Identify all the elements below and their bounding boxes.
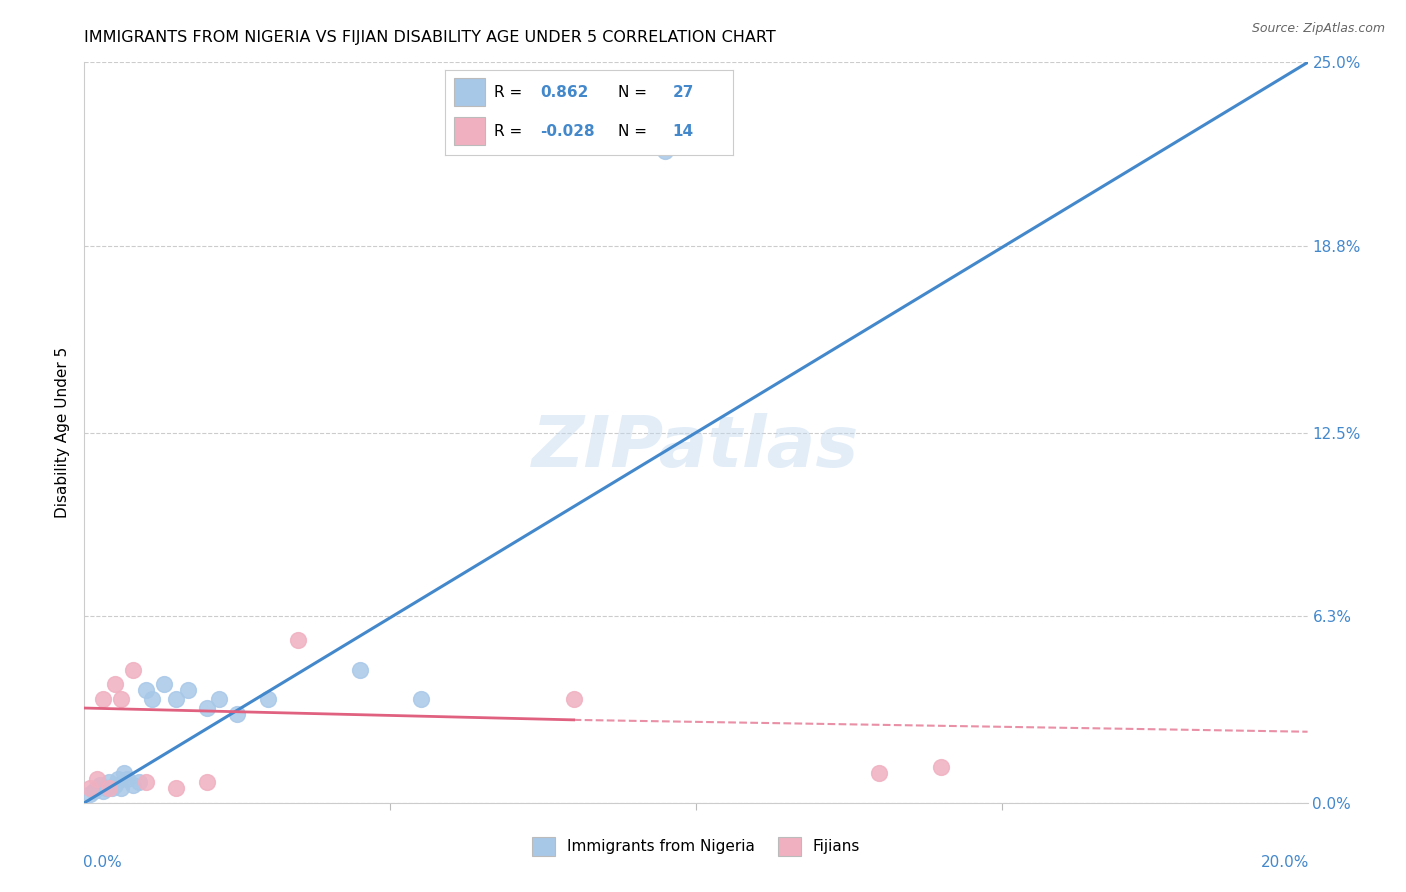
Text: 0.0%: 0.0% — [83, 855, 122, 870]
Point — [177, 683, 200, 698]
Point — [91, 692, 114, 706]
Legend: Immigrants from Nigeria, Fijians: Immigrants from Nigeria, Fijians — [526, 831, 866, 862]
Point — [97, 775, 120, 789]
Point — [195, 701, 218, 715]
Point — [654, 145, 676, 159]
Point — [86, 780, 108, 795]
Point — [89, 778, 111, 792]
Point — [562, 692, 585, 706]
Point — [104, 677, 127, 691]
Point — [94, 780, 117, 795]
Text: 20.0%: 20.0% — [1260, 855, 1309, 870]
Point — [226, 706, 249, 721]
Point — [110, 780, 132, 795]
Text: ZIPatlas: ZIPatlas — [533, 413, 859, 482]
Point — [79, 780, 101, 795]
Point — [165, 692, 187, 706]
Point — [97, 780, 120, 795]
Point — [135, 775, 157, 789]
Point — [349, 663, 371, 677]
Point — [115, 772, 138, 786]
Y-axis label: Disability Age Under 5: Disability Age Under 5 — [55, 347, 70, 518]
Point — [101, 780, 124, 795]
Point — [141, 692, 163, 706]
Point — [869, 766, 891, 780]
Point — [929, 760, 952, 774]
Point — [83, 784, 105, 798]
Point — [122, 663, 145, 677]
Point — [107, 772, 129, 786]
Point — [165, 780, 187, 795]
Point — [122, 778, 145, 792]
Point — [104, 778, 127, 792]
Point — [153, 677, 176, 691]
Text: Source: ZipAtlas.com: Source: ZipAtlas.com — [1251, 22, 1385, 36]
Point — [287, 632, 309, 647]
Point — [128, 775, 150, 789]
Point — [110, 692, 132, 706]
Point — [135, 683, 157, 698]
Point — [79, 787, 101, 801]
Point — [112, 766, 135, 780]
Point — [86, 772, 108, 786]
Point — [195, 775, 218, 789]
Point — [409, 692, 432, 706]
Point — [257, 692, 280, 706]
Text: IMMIGRANTS FROM NIGERIA VS FIJIAN DISABILITY AGE UNDER 5 CORRELATION CHART: IMMIGRANTS FROM NIGERIA VS FIJIAN DISABI… — [84, 29, 776, 45]
Point — [91, 784, 114, 798]
Point — [208, 692, 231, 706]
